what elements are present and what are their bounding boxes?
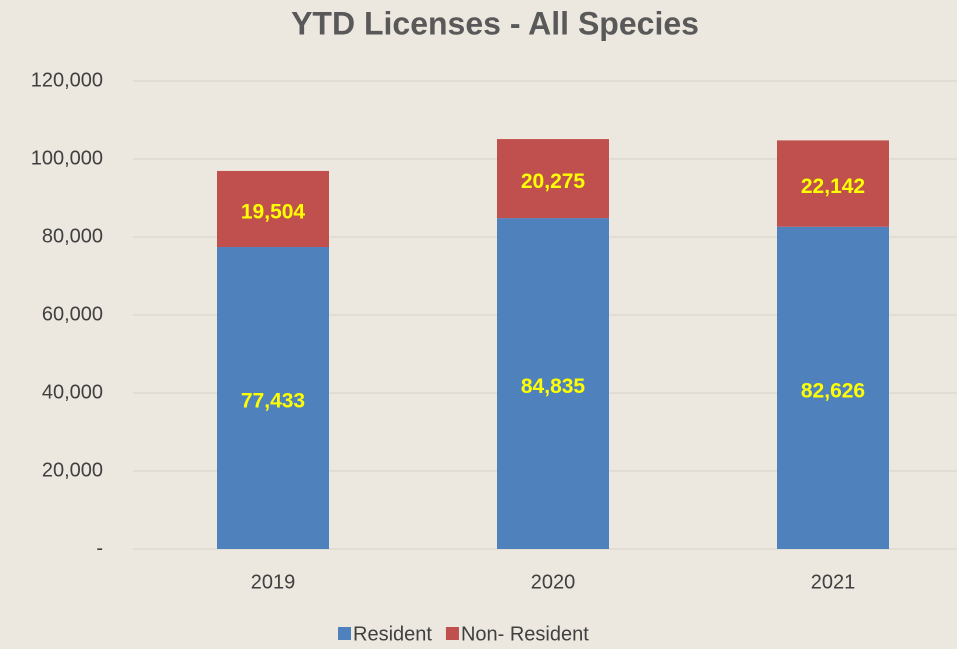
bar-segment [777, 140, 889, 227]
bar-segment [497, 218, 609, 549]
y-tick-label: 40,000 [42, 381, 103, 403]
x-tick-label: 2019 [251, 571, 296, 593]
data-label: 82,626 [801, 379, 865, 402]
x-tick-label: 2021 [811, 571, 856, 593]
data-label: 77,433 [241, 390, 305, 413]
data-label: 19,504 [241, 201, 306, 224]
y-tick-label: 120,000 [31, 69, 103, 91]
bar-segment [497, 139, 609, 219]
legend-label: Non- Resident [461, 623, 589, 645]
x-tick-label: 2020 [531, 571, 576, 593]
y-tick-label: 80,000 [42, 225, 103, 247]
data-label: 22,142 [801, 175, 865, 198]
data-label: 84,835 [521, 375, 586, 398]
y-tick-label: 100,000 [31, 147, 103, 169]
data-label: 20,275 [521, 170, 586, 193]
chart-title: YTD Licenses - All Species [291, 5, 699, 41]
bar-segment [217, 247, 329, 550]
y-tick-label: 60,000 [42, 303, 103, 325]
y-tick-label: - [96, 537, 103, 559]
bar-segment [777, 226, 889, 549]
legend-swatch [338, 627, 351, 640]
bar-segment [217, 170, 329, 248]
legend-swatch [445, 627, 459, 640]
y-tick-label: 20,000 [42, 459, 103, 481]
legend-label: Resident [353, 623, 432, 645]
